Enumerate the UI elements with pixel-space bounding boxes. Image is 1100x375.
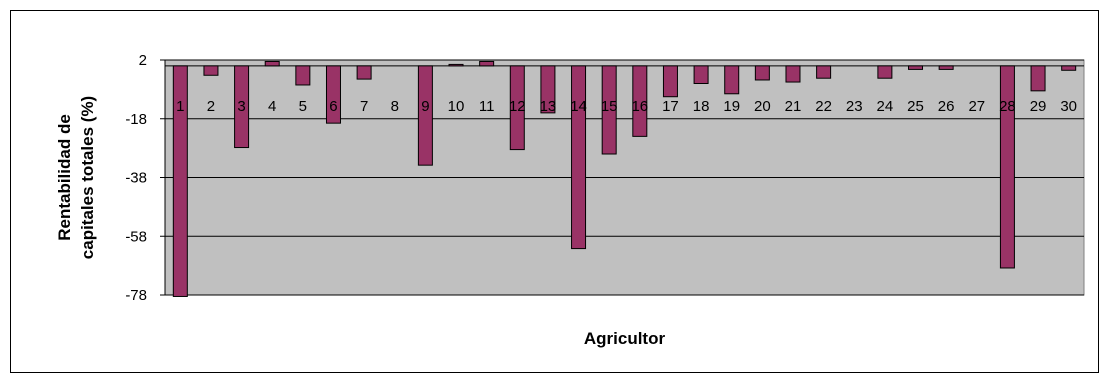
y-axis-title-line-1: Rentabilidad de xyxy=(55,114,74,241)
x-tick-label: 15 xyxy=(601,98,618,115)
x-tick-label: 14 xyxy=(570,98,587,115)
bar-9 xyxy=(417,65,433,166)
bar-11 xyxy=(479,60,495,67)
x-tick-label: 12 xyxy=(509,98,526,115)
bar-5 xyxy=(295,65,311,86)
x-tick-labels: 1 2 3 4 5 6 7 8 9 10 11 12 13 14 15 16 17 18 19 20 21 22 23 24 2… xyxy=(176,98,1077,115)
x-tick-label: 17 xyxy=(662,98,679,115)
bar-7 xyxy=(356,65,372,80)
bar-4 xyxy=(264,60,280,67)
bars xyxy=(172,60,1077,297)
y-tick-label: -18 xyxy=(125,111,147,128)
x-tick-label: 18 xyxy=(693,98,710,115)
x-axis-title: Agricultor xyxy=(584,329,666,348)
x-tick-label: 2 xyxy=(207,98,215,115)
x-tick-label: 16 xyxy=(631,98,648,115)
bar-6 xyxy=(325,65,341,124)
x-tick-label: 26 xyxy=(938,98,955,115)
bar-28 xyxy=(999,65,1015,269)
x-tick-label: 10 xyxy=(448,98,465,115)
bar-1 xyxy=(172,65,188,297)
y-tick-label: -38 xyxy=(125,170,147,187)
x-tick-label: 28 xyxy=(999,98,1016,115)
bar-2 xyxy=(203,65,219,76)
bar-17 xyxy=(662,65,678,98)
bar-22 xyxy=(816,65,832,79)
x-tick-label: 21 xyxy=(785,98,802,115)
x-tick-label: 1 xyxy=(176,98,184,115)
bar-25 xyxy=(908,65,924,70)
bar-14 xyxy=(571,65,587,250)
bar-10 xyxy=(448,63,464,67)
bar-15 xyxy=(601,65,617,155)
y-axis-title-line-2: capitales totales (%) xyxy=(78,96,97,259)
x-tick-label: 27 xyxy=(968,98,985,115)
y-tick-labels: 2 -18 -38 -58 -78 xyxy=(125,52,147,304)
x-tick-label: 20 xyxy=(754,98,771,115)
bar-16 xyxy=(632,65,648,137)
bar-19 xyxy=(724,65,740,95)
x-tick-label: 24 xyxy=(877,98,894,115)
gridlines xyxy=(160,59,1084,296)
bar-29 xyxy=(1030,65,1046,92)
bar-24 xyxy=(877,65,893,79)
bar-18 xyxy=(693,65,709,84)
bar-21 xyxy=(785,65,801,83)
x-tick-label: 7 xyxy=(360,98,368,115)
bar-13 xyxy=(540,65,556,114)
bar-12 xyxy=(509,65,525,151)
x-tick-label: 23 xyxy=(846,98,863,115)
bar-3 xyxy=(234,65,250,149)
x-tick-label: 19 xyxy=(723,98,740,115)
x-tick-label: 6 xyxy=(329,98,337,115)
x-tick-label: 3 xyxy=(237,98,245,115)
x-tick-label: 30 xyxy=(1060,98,1077,115)
x-tick-label: 4 xyxy=(268,98,276,115)
x-tick-label: 13 xyxy=(540,98,557,115)
bar-20 xyxy=(754,65,770,81)
x-tick-label: 11 xyxy=(479,98,495,115)
x-tick-label: 8 xyxy=(391,98,399,115)
x-tick-label: 9 xyxy=(421,98,429,115)
y-tick-label: -58 xyxy=(125,228,147,245)
x-tick-label: 29 xyxy=(1030,98,1047,115)
bar-26 xyxy=(938,65,954,70)
bar-30 xyxy=(1061,65,1077,71)
x-tick-label: 22 xyxy=(815,98,832,115)
y-tick-label: -78 xyxy=(125,287,147,304)
y-tick-label: 2 xyxy=(139,52,147,69)
x-tick-label: 5 xyxy=(299,98,307,115)
x-tick-label: 25 xyxy=(907,98,924,115)
